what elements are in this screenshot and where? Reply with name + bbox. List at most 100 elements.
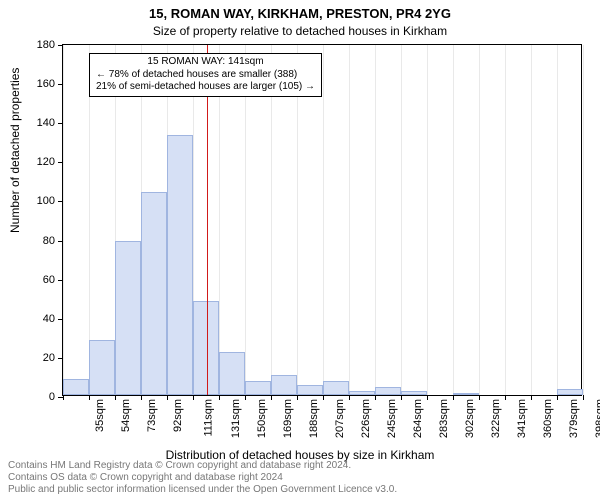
y-tick — [58, 241, 63, 242]
gridline-v — [219, 45, 220, 395]
x-tick — [63, 395, 64, 400]
x-tick-label: 226sqm — [360, 399, 372, 438]
y-tick — [58, 280, 63, 281]
histogram-bar — [167, 135, 193, 395]
histogram-bar — [141, 192, 167, 395]
x-tick-label: 73sqm — [146, 399, 158, 432]
x-tick-label: 360sqm — [542, 399, 554, 438]
x-tick-label: 379sqm — [568, 399, 580, 438]
y-tick — [58, 123, 63, 124]
footer-line2: Contains OS data © Crown copyright and d… — [8, 472, 397, 484]
histogram-bar — [63, 379, 89, 395]
gridline-v — [427, 45, 428, 395]
y-tick — [58, 358, 63, 359]
histogram-bar — [401, 391, 427, 395]
x-tick — [115, 395, 116, 400]
annotation-box: 15 ROMAN WAY: 141sqm← 78% of detached ho… — [89, 53, 322, 97]
chart-title-line2: Size of property relative to detached ho… — [0, 24, 600, 38]
gridline-v — [557, 45, 558, 395]
gridline-v — [245, 45, 246, 395]
y-tick-label: 160 — [37, 78, 55, 90]
annotation-line: ← 78% of detached houses are smaller (38… — [96, 69, 315, 82]
histogram-bar — [219, 352, 245, 395]
gridline-v — [349, 45, 350, 395]
x-tick-label: 341sqm — [516, 399, 528, 438]
y-tick-label: 140 — [37, 117, 55, 129]
x-tick-label: 207sqm — [334, 399, 346, 438]
histogram-bar — [89, 340, 115, 395]
x-tick-label: 111sqm — [203, 399, 215, 437]
histogram-bar — [349, 391, 375, 395]
y-tick-label: 20 — [43, 352, 55, 364]
footer-attribution: Contains HM Land Registry data © Crown c… — [8, 460, 397, 496]
y-tick-label: 60 — [43, 274, 55, 286]
histogram-bar — [557, 389, 583, 395]
x-tick — [583, 395, 584, 400]
gridline-v — [297, 45, 298, 395]
gridline-v — [375, 45, 376, 395]
footer-line1: Contains HM Land Registry data © Crown c… — [8, 460, 397, 472]
x-tick-label: 398sqm — [594, 399, 600, 438]
x-tick — [375, 395, 376, 400]
x-tick — [531, 395, 532, 400]
property-marker-line — [207, 45, 208, 395]
x-tick-label: 188sqm — [308, 399, 320, 438]
x-tick — [505, 395, 506, 400]
x-tick-label: 264sqm — [412, 399, 424, 438]
x-tick — [323, 395, 324, 400]
gridline-v — [583, 45, 584, 395]
x-tick — [245, 395, 246, 400]
gridline-v — [271, 45, 272, 395]
y-tick-label: 100 — [37, 195, 55, 207]
histogram-bar — [193, 301, 219, 395]
gridline-v — [531, 45, 532, 395]
gridline-v — [323, 45, 324, 395]
annotation-line: 15 ROMAN WAY: 141sqm — [96, 56, 315, 69]
x-tick-label: 245sqm — [386, 399, 398, 438]
y-tick-label: 40 — [43, 313, 55, 325]
x-tick — [557, 395, 558, 400]
histogram-bar — [115, 241, 141, 395]
x-tick-label: 54sqm — [120, 399, 132, 432]
y-axis-label: Number of detached properties — [8, 68, 22, 233]
y-tick-label: 120 — [37, 156, 55, 168]
histogram-bar — [323, 381, 349, 395]
y-tick — [58, 162, 63, 163]
histogram-bar — [453, 393, 479, 395]
x-tick — [427, 395, 428, 400]
x-tick-label: 150sqm — [256, 399, 268, 438]
x-tick — [453, 395, 454, 400]
x-tick-label: 35sqm — [94, 399, 106, 432]
x-tick — [219, 395, 220, 400]
gridline-v — [63, 45, 64, 395]
histogram-bar — [297, 385, 323, 395]
chart-title-line1: 15, ROMAN WAY, KIRKHAM, PRESTON, PR4 2YG — [0, 6, 600, 21]
y-tick — [58, 319, 63, 320]
x-tick — [167, 395, 168, 400]
x-tick — [141, 395, 142, 400]
plot-area: 35sqm54sqm73sqm92sqm111sqm131sqm150sqm16… — [62, 44, 582, 396]
histogram-bar — [271, 375, 297, 395]
y-tick-label: 80 — [43, 235, 55, 247]
gridline-v — [505, 45, 506, 395]
x-tick-label: 322sqm — [490, 399, 502, 438]
x-tick — [297, 395, 298, 400]
gridline-v — [453, 45, 454, 395]
y-tick-label: 180 — [37, 39, 55, 51]
x-tick-label: 131sqm — [230, 399, 242, 438]
x-tick-label: 302sqm — [464, 399, 476, 438]
y-tick — [58, 397, 63, 398]
histogram-bar — [245, 381, 271, 395]
gridline-v — [401, 45, 402, 395]
chart-container: 15, ROMAN WAY, KIRKHAM, PRESTON, PR4 2YG… — [0, 0, 600, 500]
x-tick-label: 92sqm — [172, 399, 184, 432]
y-tick — [58, 45, 63, 46]
annotation-line: 21% of semi-detached houses are larger (… — [96, 81, 315, 94]
footer-line3: Public and public sector information lic… — [8, 484, 397, 496]
x-tick-label: 283sqm — [438, 399, 450, 438]
y-tick-label: 0 — [49, 391, 55, 403]
x-tick — [89, 395, 90, 400]
y-tick — [58, 201, 63, 202]
histogram-bar — [375, 387, 401, 395]
x-tick — [193, 395, 194, 400]
